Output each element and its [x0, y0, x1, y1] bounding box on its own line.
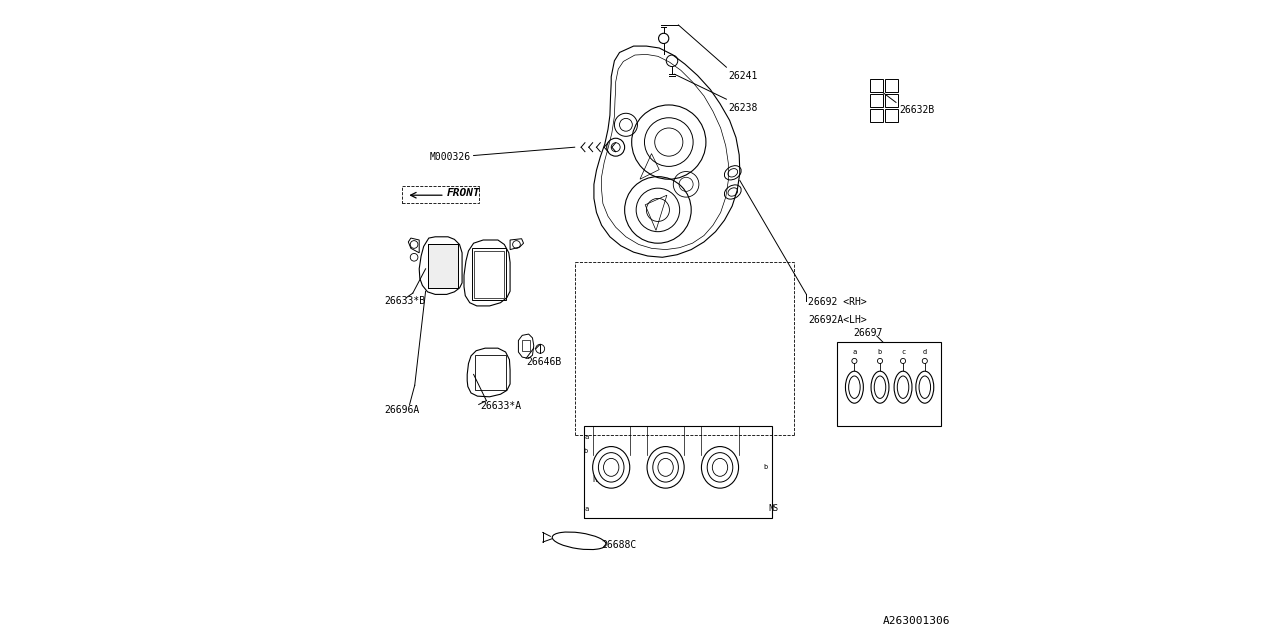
Text: b: b	[584, 447, 588, 454]
Ellipse shape	[870, 371, 890, 403]
Text: 26241: 26241	[728, 70, 758, 81]
Text: c: c	[901, 349, 905, 355]
Bar	[428, 244, 458, 288]
Bar	[886, 109, 899, 122]
Text: 26238: 26238	[728, 102, 758, 113]
Text: NS: NS	[591, 476, 602, 484]
Text: NS: NS	[768, 504, 778, 513]
Bar	[837, 342, 941, 426]
Bar	[584, 426, 773, 518]
Text: 26697: 26697	[854, 328, 882, 338]
Bar	[402, 186, 479, 203]
Text: b: b	[764, 464, 768, 470]
Text: M000326: M000326	[429, 152, 471, 162]
Text: b: b	[878, 349, 882, 355]
Text: 26633*A: 26633*A	[480, 401, 521, 412]
Text: 26632B: 26632B	[900, 105, 934, 115]
Ellipse shape	[893, 371, 911, 403]
Text: a: a	[584, 506, 589, 512]
Bar	[428, 244, 458, 288]
Ellipse shape	[552, 532, 607, 550]
Text: A263001306: A263001306	[883, 616, 950, 626]
Bar	[870, 79, 883, 92]
Ellipse shape	[701, 447, 739, 488]
Text: 26633*B: 26633*B	[384, 296, 425, 306]
Ellipse shape	[845, 371, 864, 403]
Text: 26688C: 26688C	[602, 540, 637, 550]
Bar	[472, 248, 506, 300]
Text: 26696A: 26696A	[384, 404, 420, 415]
Text: FRONT: FRONT	[447, 188, 480, 198]
Bar	[475, 355, 506, 390]
Bar	[886, 79, 899, 92]
Text: a: a	[584, 434, 589, 440]
Text: d: d	[923, 349, 927, 355]
Ellipse shape	[916, 371, 934, 403]
Text: 26646B: 26646B	[526, 356, 562, 367]
Bar	[886, 94, 899, 107]
Text: a: a	[852, 349, 856, 355]
Bar	[428, 244, 458, 288]
Text: 26692 <RH>: 26692 <RH>	[809, 297, 867, 307]
Text: 26692A<LH>: 26692A<LH>	[809, 315, 867, 325]
Ellipse shape	[646, 447, 685, 488]
Bar	[870, 109, 883, 122]
Bar	[870, 94, 883, 107]
Ellipse shape	[593, 447, 630, 488]
